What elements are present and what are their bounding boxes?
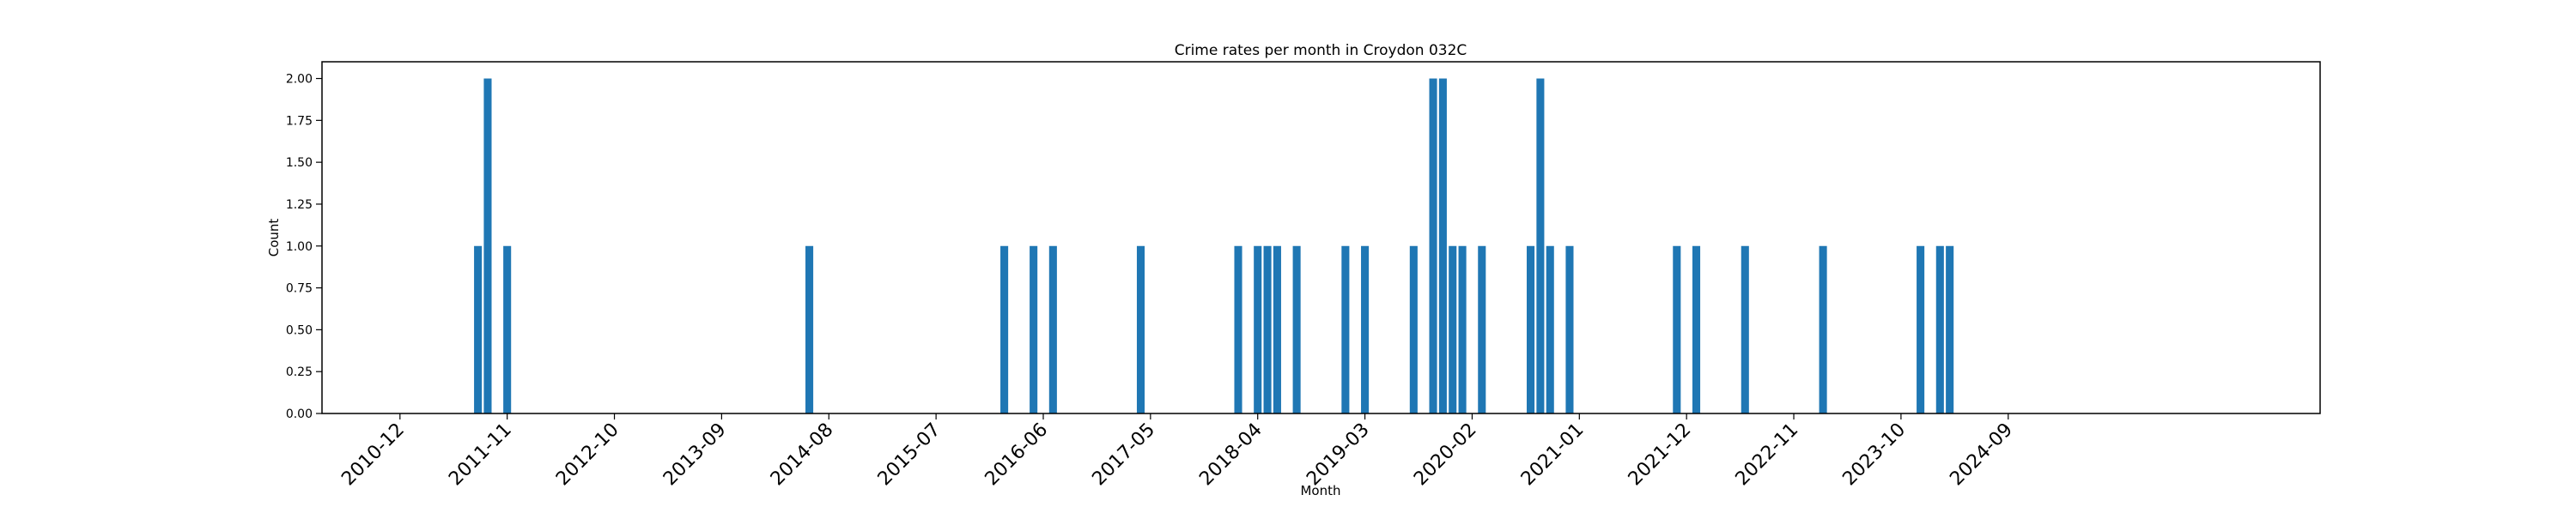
chart-title: Crime rates per month in Croydon 032C: [1175, 42, 1467, 59]
y-tick-label: 0.50: [286, 323, 313, 337]
y-tick-label: 0.00: [286, 407, 313, 421]
x-axis: 2010-12 2011-11 2012-10 2013-09 2014-08 2015-…: [337, 413, 2017, 490]
x-tick-label: 2024-09: [1946, 419, 2017, 491]
y-tick-label: 2.00: [286, 73, 313, 87]
y-tick-label: 0.25: [286, 365, 313, 379]
bar-2023-12: [1917, 245, 1925, 413]
y-axis: 0.00 0.25 0.50 0.75 1.00 1.25 1.50 1.75 2.00: [286, 73, 322, 421]
bar-2011-11: [503, 245, 512, 413]
bar-2018-04: [1254, 245, 1262, 413]
x-tick-label: 2021-01: [1517, 419, 1589, 491]
bar-2024-02: [1935, 245, 1944, 413]
bar-2019-08: [1409, 245, 1418, 413]
bar-2014-06: [805, 245, 814, 413]
bar-2020-10: [1546, 245, 1554, 413]
bar-series: [474, 78, 1954, 414]
bar-2022-06: [1741, 245, 1749, 413]
bar-2019-01: [1341, 245, 1350, 413]
x-tick-label: 2019-03: [1303, 419, 1374, 491]
bar-2019-03: [1361, 245, 1370, 413]
bar-2019-11: [1438, 78, 1447, 414]
bar-2011-09: [483, 78, 492, 414]
bar-2016-05: [1030, 245, 1038, 413]
plot-area-frame: [321, 61, 2321, 414]
bar-2020-08: [1527, 245, 1535, 413]
y-axis-label: Count: [266, 219, 282, 257]
bar-2011-08: [474, 245, 483, 413]
y-tick-label: 1.25: [286, 198, 313, 212]
bar-2018-02: [1234, 245, 1242, 413]
bar-2016-07: [1048, 245, 1057, 413]
x-tick-label: 2018-04: [1195, 419, 1267, 491]
bar-2019-12: [1449, 245, 1457, 413]
bar-2016-02: [1000, 245, 1009, 413]
x-tick-label: 2022-11: [1732, 419, 1803, 491]
bar-2020-09: [1536, 78, 1545, 414]
x-tick-label: 2011-11: [445, 419, 516, 491]
bar-2024-03: [1946, 245, 1954, 413]
x-tick-label: 2021-12: [1625, 419, 1696, 491]
x-tick-label: 2020-02: [1410, 419, 1481, 491]
x-tick-label: 2017-05: [1088, 419, 1159, 491]
bar-2020-03: [1478, 245, 1486, 413]
bar-2019-10: [1429, 78, 1437, 414]
x-tick-label: 2012-10: [552, 419, 623, 491]
bar-2017-04: [1136, 245, 1145, 413]
bar-2021-11: [1673, 245, 1681, 413]
bar-2018-06: [1273, 245, 1281, 413]
y-tick-label: 1.50: [286, 156, 313, 170]
x-tick-label: 2010-12: [337, 419, 409, 491]
bar-2023-02: [1819, 245, 1827, 413]
bar-2022-01: [1692, 245, 1701, 413]
bar-2018-08: [1292, 245, 1301, 413]
x-tick-label: 2023-10: [1838, 419, 1910, 491]
x-tick-label: 2015-07: [874, 419, 945, 491]
y-tick-label: 0.75: [286, 282, 313, 296]
x-tick-label: 2014-08: [767, 419, 838, 491]
bar-2020-12: [1565, 245, 1574, 413]
bar-2020-01: [1458, 245, 1467, 413]
y-tick-label: 1.75: [286, 114, 313, 128]
y-tick-label: 1.00: [286, 240, 313, 254]
x-tick-label: 2013-09: [659, 419, 731, 491]
bar-2018-05: [1263, 245, 1272, 413]
x-axis-label: Month: [1300, 483, 1340, 498]
x-tick-label: 2016-06: [981, 419, 1053, 491]
